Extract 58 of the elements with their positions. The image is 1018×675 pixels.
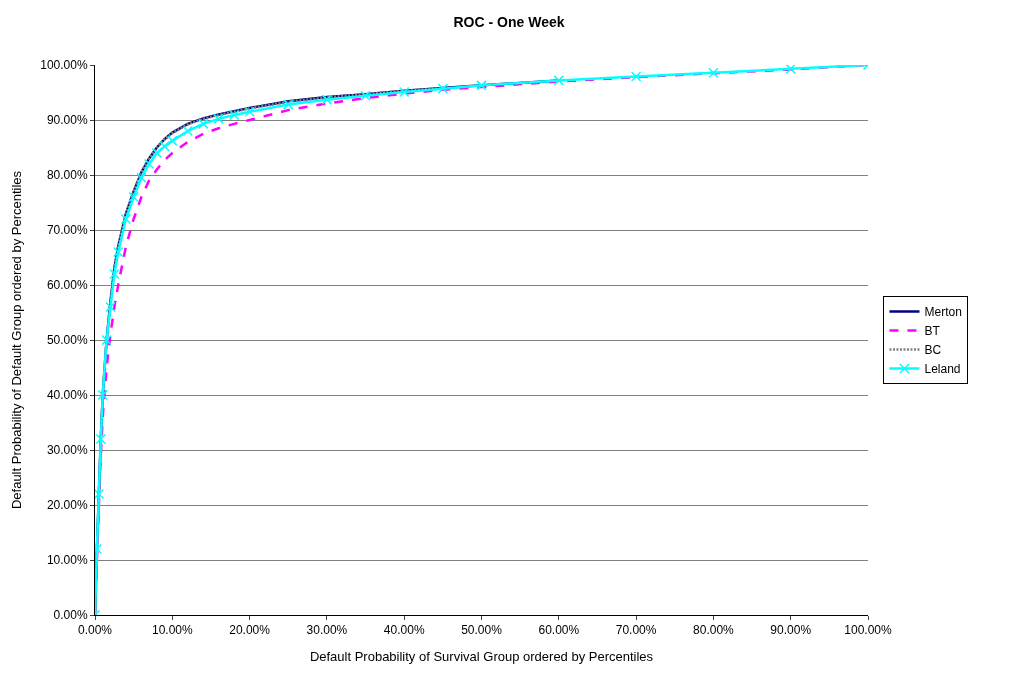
chart-title: ROC - One Week [453,13,565,30]
point [109,268,120,280]
x-tick-label: 60.00% [538,623,580,638]
point [437,83,449,94]
x-tick-label: 30.00% [306,623,348,638]
y-tick-label: 40.00% [46,388,88,403]
point [244,106,255,117]
point [95,433,107,445]
point [97,389,108,401]
x-tick-label: 40.00% [383,623,425,638]
x-tick-label: 80.00% [693,623,735,638]
point [136,172,147,183]
point [213,113,224,125]
point [143,158,155,170]
y-tick-label: 80.00% [46,168,88,183]
point [630,71,642,82]
x-axis-title: Default Probability of Survival Group ordered by Percentiles [309,649,654,664]
point [708,67,719,78]
x-tick-label: 0.00% [77,623,113,638]
y-axis-title: Default Probability of Default Group ordered by Percentiles [9,170,25,510]
y-tick-label: 0.00% [53,608,88,623]
x-tick-label: 100.00% [844,623,893,638]
point [105,301,116,313]
y-tick-label: 70.00% [46,223,88,238]
x-tick-label: 70.00% [615,623,657,638]
y-tick-label: 90.00% [46,113,88,128]
y-tick-label: 60.00% [46,278,88,293]
point [101,334,112,346]
y-tick-label: 20.00% [46,498,88,513]
y-tick-label: 30.00% [46,443,88,458]
point [360,90,371,102]
point [228,109,240,121]
point [120,213,132,225]
point [112,246,124,258]
point [785,65,796,75]
y-tick-label: 100.00% [40,58,88,73]
point [476,80,487,91]
x-tick-label: 10.00% [151,623,193,638]
point [553,75,565,86]
y-tick-label: 10.00% [46,553,88,568]
point [197,118,209,130]
point [128,191,139,203]
point [321,94,333,105]
x-tick-label: 20.00% [229,623,271,638]
line-series [95,65,868,615]
point [167,135,178,147]
point [95,488,105,500]
legend-label: Leland [924,362,961,377]
point [182,125,194,137]
y-tick-label: 50.00% [46,333,88,348]
legend-label: BC [924,343,942,358]
legend-label: Merton [924,305,962,320]
legend-label: BT [924,324,941,339]
point [398,86,410,98]
point [159,141,170,152]
point [283,99,294,110]
x-tick-label: 50.00% [461,623,503,638]
x-tick-label: 90.00% [770,623,812,638]
